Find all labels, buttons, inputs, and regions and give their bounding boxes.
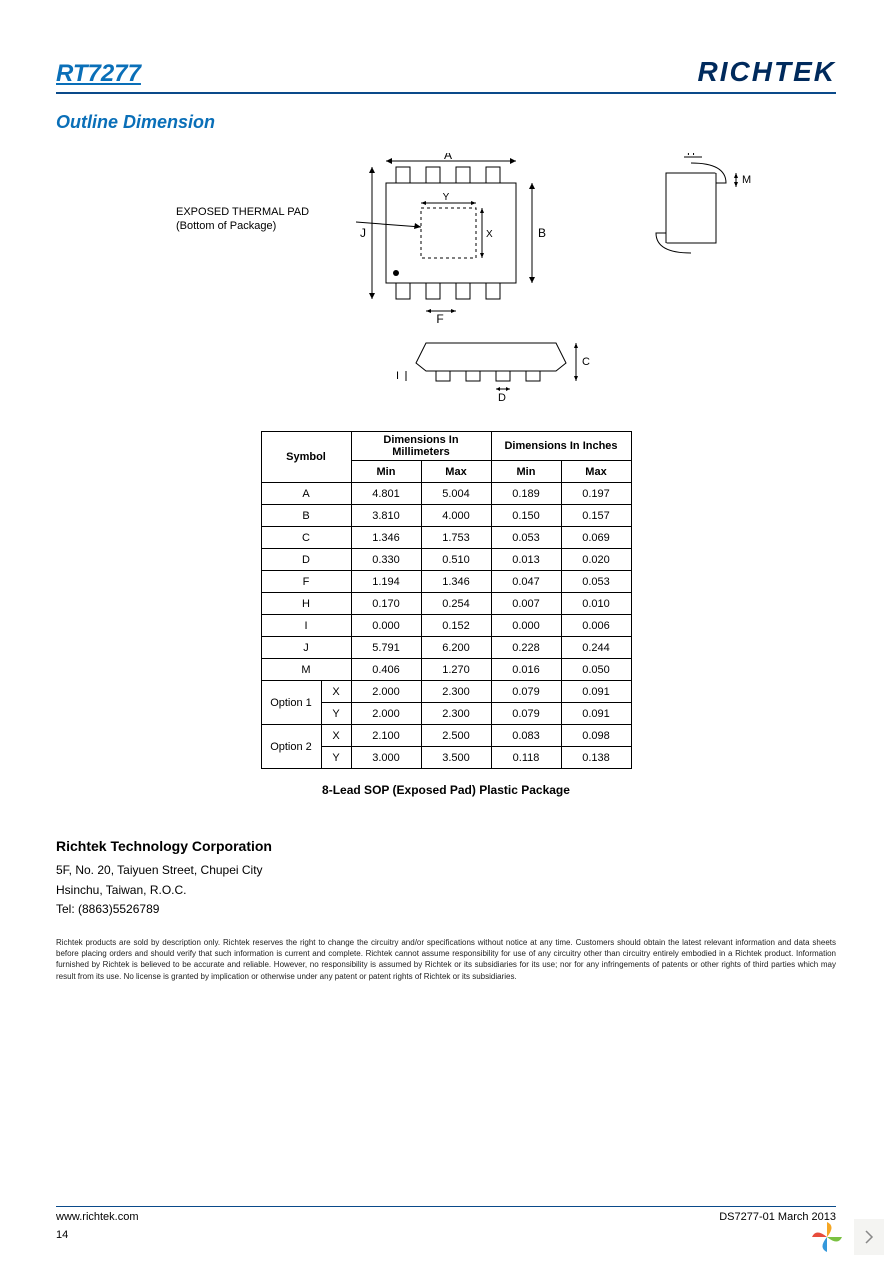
svg-text:D: D	[498, 392, 506, 403]
svg-text:M: M	[742, 174, 751, 186]
table-row: Option 1X2.0002.3000.0790.091	[261, 681, 631, 703]
th-max: Max	[421, 461, 491, 483]
table-row: B3.8104.0000.1500.157	[261, 505, 631, 527]
thermal-pad-label: EXPOSED THERMAL PAD (Bottom of Package)	[176, 205, 309, 234]
th-min: Min	[351, 461, 421, 483]
side-view-svg: H M	[636, 153, 766, 273]
table-row: I0.0000.1520.0000.006	[261, 615, 631, 637]
svg-text:C: C	[582, 356, 590, 368]
svg-text:I: I	[396, 370, 399, 382]
svg-text:B: B	[538, 226, 546, 240]
page-header: RT7277 RICHTEK	[56, 56, 836, 94]
th-max-in: Max	[561, 461, 631, 483]
table-row: H0.1700.2540.0070.010	[261, 593, 631, 615]
brand-logo: RICHTEK	[698, 56, 836, 88]
svg-text:J: J	[360, 226, 366, 240]
table-row: C1.3461.7530.0530.069	[261, 527, 631, 549]
table-row: Option 2X2.1002.5000.0830.098	[261, 725, 631, 747]
svg-text:H: H	[687, 153, 695, 158]
table-row: D0.3300.5100.0130.020	[261, 549, 631, 571]
footer-url: www.richtek.com	[56, 1211, 139, 1223]
svg-text:X: X	[486, 229, 493, 240]
page-number: 14	[56, 1229, 68, 1241]
front-view-svg: C I D	[396, 323, 596, 403]
chevron-right-icon	[864, 1230, 874, 1244]
table-row: J5.7916.2000.2280.244	[261, 637, 631, 659]
dimension-table: Symbol Dimensions In Millimeters Dimensi…	[261, 431, 632, 769]
package-caption: 8-Lead SOP (Exposed Pad) Plastic Package	[56, 783, 836, 797]
svg-text:A: A	[444, 153, 452, 162]
nav-corner	[810, 1219, 884, 1255]
corp-title: Richtek Technology Corporation	[56, 835, 836, 857]
pinwheel-icon[interactable]	[810, 1220, 844, 1254]
part-number: RT7277	[56, 60, 141, 88]
disclaimer-text: Richtek products are sold by description…	[56, 937, 836, 982]
table-row: F1.1941.3460.0470.053	[261, 571, 631, 593]
thermal-line-2: (Bottom of Package)	[176, 220, 276, 232]
section-title: Outline Dimension	[56, 112, 836, 133]
corp-addr2: Hsinchu, Taiwan, R.O.C.	[56, 881, 836, 900]
th-min-in: Min	[491, 461, 561, 483]
th-mm: Dimensions In Millimeters	[351, 432, 491, 461]
corp-tel: Tel: (8863)5526789	[56, 900, 836, 919]
th-symbol: Symbol	[261, 432, 351, 483]
page-footer: www.richtek.com DS7277-01 March 2013	[56, 1206, 836, 1223]
corporation-block: Richtek Technology Corporation 5F, No. 2…	[56, 835, 836, 919]
table-row: A4.8015.0040.1890.197	[261, 483, 631, 505]
th-in: Dimensions In Inches	[491, 432, 631, 461]
top-view-svg: A B J Y X F	[356, 153, 576, 323]
table-row: M0.4061.2700.0160.050	[261, 659, 631, 681]
thermal-line-1: EXPOSED THERMAL PAD	[176, 206, 309, 218]
next-page-button[interactable]	[854, 1219, 884, 1255]
corp-addr1: 5F, No. 20, Taiyuen Street, Chupei City	[56, 861, 836, 880]
svg-text:Y: Y	[443, 192, 450, 203]
package-diagram: EXPOSED THERMAL PAD (Bottom of Package) …	[56, 143, 836, 423]
svg-text:F: F	[436, 312, 443, 323]
